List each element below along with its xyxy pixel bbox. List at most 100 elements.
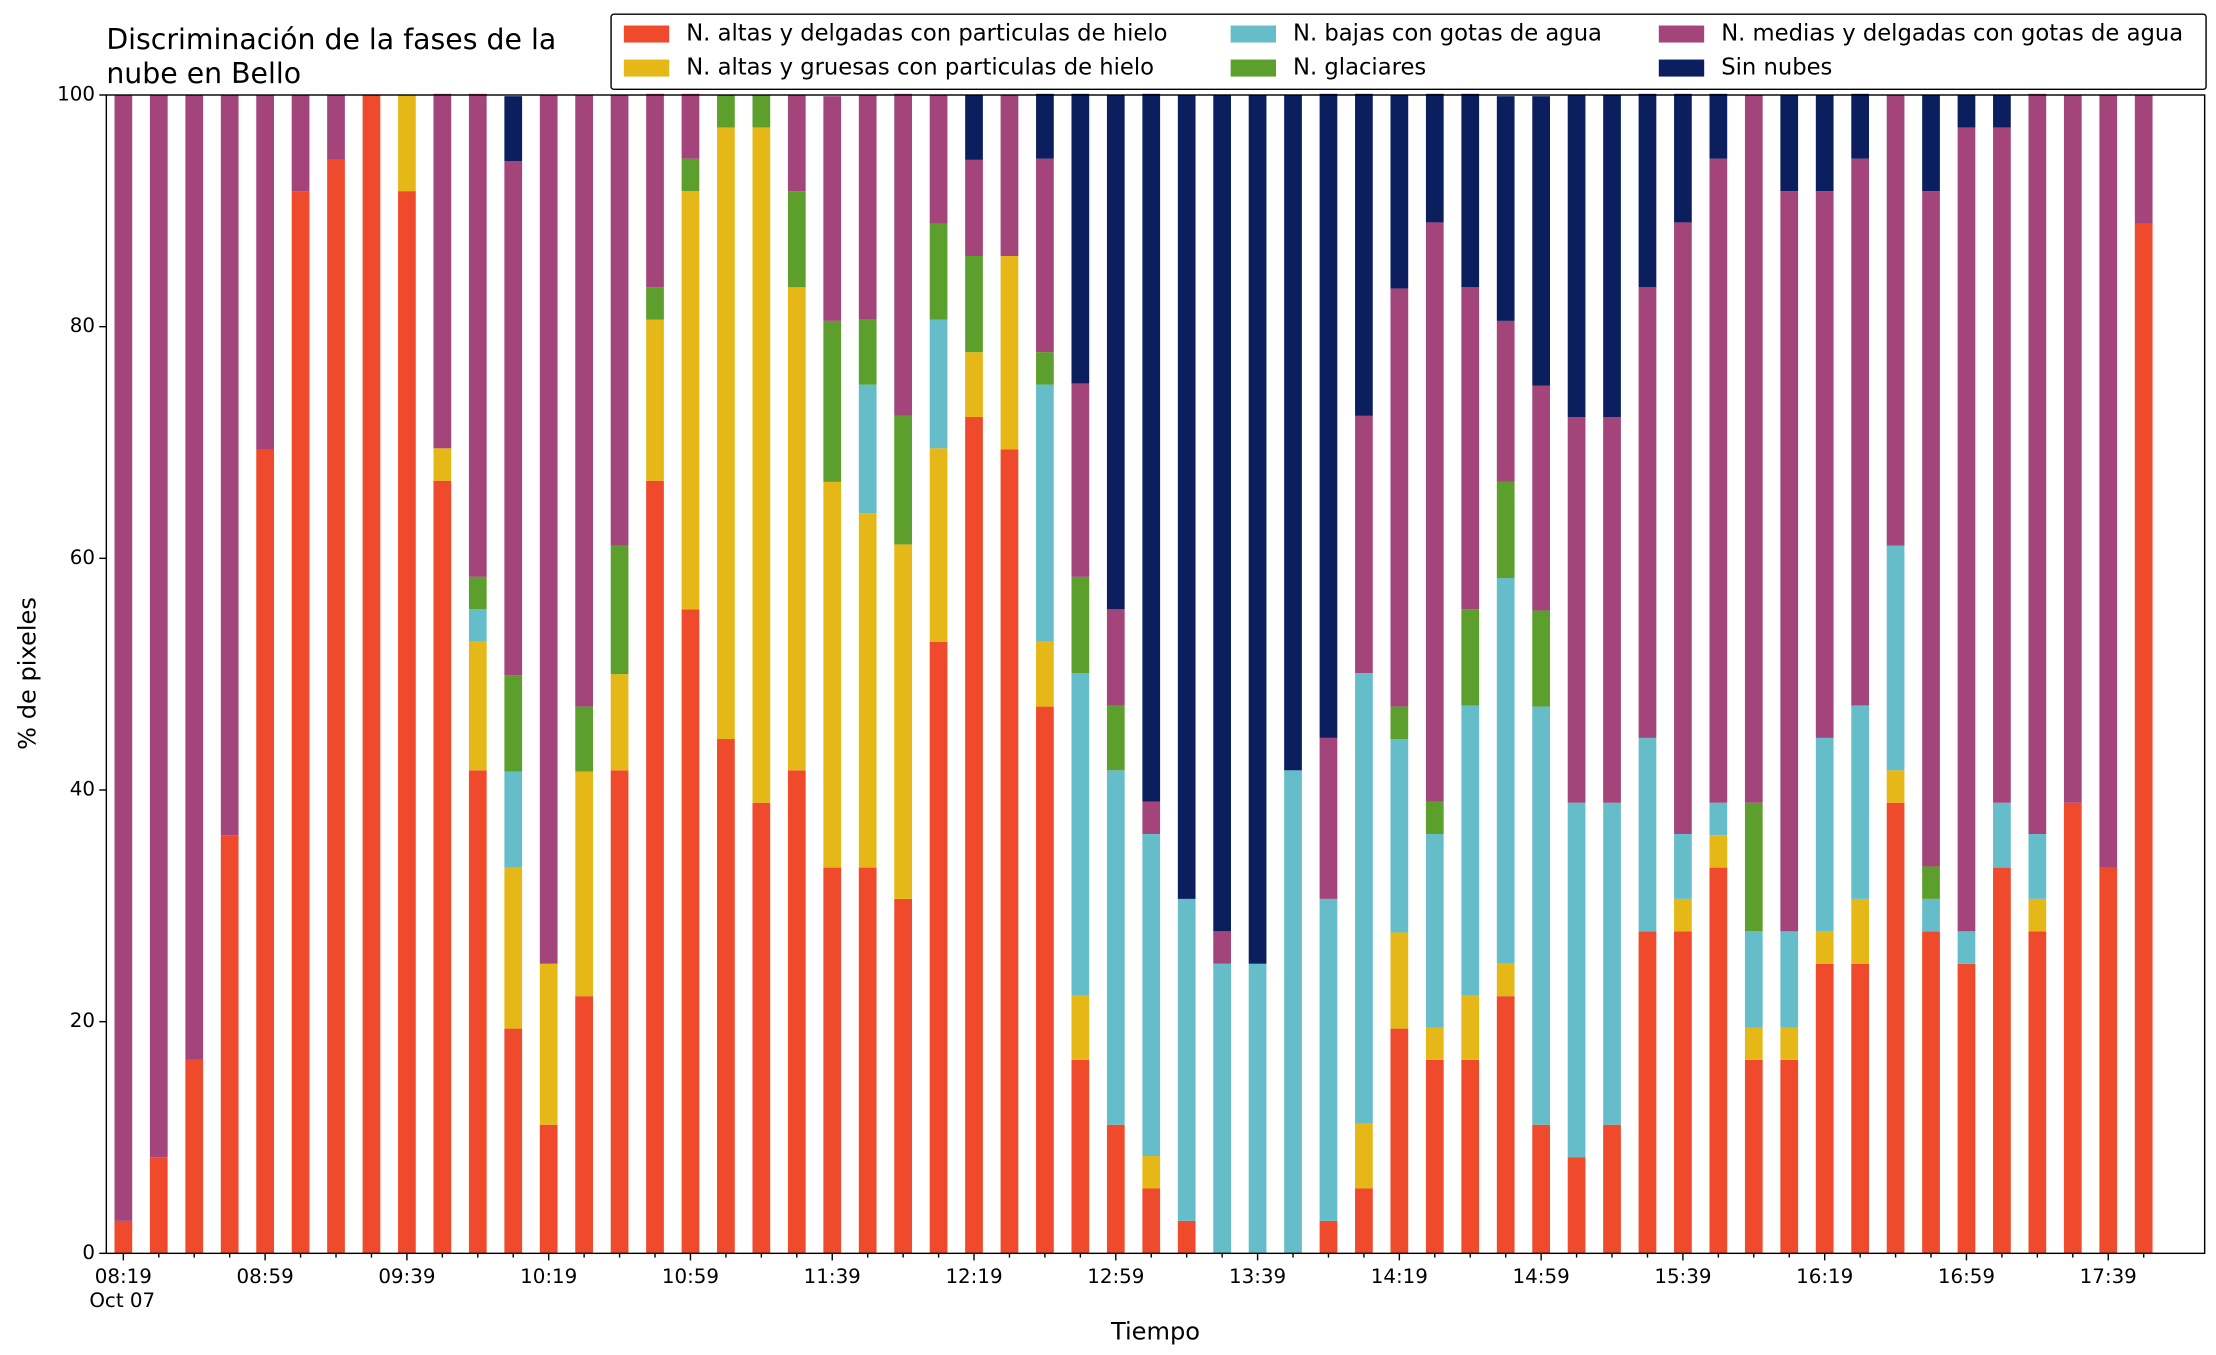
- bar-segment: [1993, 867, 2011, 1254]
- bar-segment: [1390, 288, 1409, 707]
- bar-segment: [1567, 802, 1586, 1158]
- bar-segment: [1248, 95, 1267, 964]
- bar-segment: [1780, 931, 1799, 1028]
- bar-segment: [1036, 706, 1054, 1254]
- bar-segment: [1000, 449, 1019, 1254]
- bar-segment: [327, 95, 345, 160]
- bar-segment: [1390, 95, 1409, 289]
- bar-segment: [2028, 898, 2047, 932]
- bar-segment: [1106, 705, 1125, 771]
- bar-segment: [468, 770, 487, 1254]
- bar-segment: [858, 513, 877, 868]
- bar-segment: [1532, 706, 1550, 1125]
- bar-segment: [539, 95, 558, 964]
- legend-label: N. altas y gruesas con particulas de hie…: [686, 55, 1154, 81]
- legend-swatch: [623, 59, 670, 77]
- legend-box: [610, 13, 2207, 91]
- y-tick-label: 20: [70, 1009, 95, 1032]
- bar-segment: [646, 480, 664, 1254]
- bar-segment: [681, 191, 700, 610]
- bar-segment: [504, 96, 523, 162]
- bar-segment: [185, 1059, 204, 1254]
- bar-segment: [1993, 95, 2011, 128]
- bar-segment: [1142, 1188, 1161, 1254]
- bar-segment: [1461, 609, 1480, 706]
- bar-segment: [894, 544, 912, 899]
- bar-segment: [2063, 95, 2082, 803]
- bar-segment: [1567, 417, 1586, 803]
- bar-segment: [185, 95, 204, 1060]
- bar-segment: [1425, 834, 1444, 1028]
- bar-segment: [1744, 931, 1763, 1028]
- bar-segment: [858, 95, 877, 320]
- bar-segment: [1213, 931, 1231, 964]
- x-tick-label: 16:59: [1938, 1265, 1995, 1288]
- bar-segment: [291, 191, 310, 1254]
- bar-segment: [575, 771, 593, 997]
- bar-segment: [752, 127, 771, 803]
- bar-segment: [575, 95, 593, 707]
- bar-segment: [1744, 95, 1763, 803]
- bar-segment: [787, 770, 806, 1254]
- y-tick-label: 60: [70, 546, 95, 569]
- bar-segment: [1142, 93, 1161, 802]
- bar-segment: [929, 223, 948, 320]
- bar-segment: [681, 93, 700, 159]
- bar-segment: [1674, 222, 1692, 835]
- bar-segment: [1532, 385, 1550, 611]
- bar-segment: [1496, 481, 1515, 579]
- bar-segment: [1071, 995, 1090, 1060]
- bar-segment: [681, 609, 700, 1254]
- bar-segment: [1390, 706, 1409, 740]
- bar-segment: [1922, 191, 1940, 867]
- x-tick-label: 17:39: [2080, 1265, 2137, 1288]
- bar-segment: [504, 161, 523, 676]
- bar-segment: [1709, 802, 1728, 836]
- bar-segment: [1638, 737, 1657, 932]
- bar-segment: [1177, 898, 1196, 1221]
- bar-segment: [894, 898, 912, 1254]
- bar-segment: [504, 867, 523, 1029]
- bar-segment: [1106, 1124, 1125, 1254]
- bar-segment: [1744, 1027, 1763, 1060]
- bar-segment: [1532, 96, 1550, 386]
- legend-label: N. medias y delgadas con gotas de agua: [1721, 21, 2183, 47]
- bar-segment: [1319, 93, 1338, 738]
- bar-segment: [929, 319, 948, 449]
- x-tick-label: 12:59: [1087, 1265, 1144, 1288]
- bar-segment: [894, 415, 912, 545]
- bar-segment: [468, 576, 487, 610]
- bar-segment: [1142, 834, 1161, 1157]
- bar-segment: [823, 867, 842, 1254]
- x-tick-label: 14:19: [1371, 1265, 1428, 1288]
- bar-segment: [1815, 191, 1834, 738]
- x-tick-label: 14:59: [1513, 1265, 1570, 1288]
- legend-swatch: [1230, 59, 1277, 77]
- bar-segment: [1638, 931, 1657, 1254]
- bar-segment: [1496, 320, 1515, 482]
- bar-segment: [823, 481, 842, 868]
- bar-segment: [1957, 963, 1976, 1254]
- bar-segment: [1780, 191, 1799, 932]
- bar-segment: [1036, 158, 1054, 353]
- bar-segment: [256, 449, 274, 1254]
- bar-segment: [2028, 931, 2047, 1254]
- bar-segment: [1709, 867, 1728, 1254]
- bar-segment: [1674, 93, 1692, 223]
- bar-segment: [468, 609, 487, 642]
- bar-segment: [1355, 93, 1373, 416]
- bar-segment: [2028, 93, 2047, 835]
- bar-segment: [717, 95, 735, 128]
- bar-segment: [1106, 609, 1125, 706]
- bar-segment: [1603, 802, 1621, 1125]
- legend-swatch: [1230, 25, 1277, 43]
- plot-frame: [105, 94, 2206, 1255]
- bar-segment: [610, 674, 629, 771]
- bar-segment: [1213, 963, 1231, 1254]
- bar-segment: [1709, 158, 1728, 803]
- bar-segment: [1071, 93, 1090, 384]
- bar-segment: [398, 191, 416, 1254]
- bar-segment: [1425, 93, 1444, 223]
- x-tick-label: 15:39: [1654, 1265, 1711, 1288]
- bar-segment: [1036, 352, 1054, 385]
